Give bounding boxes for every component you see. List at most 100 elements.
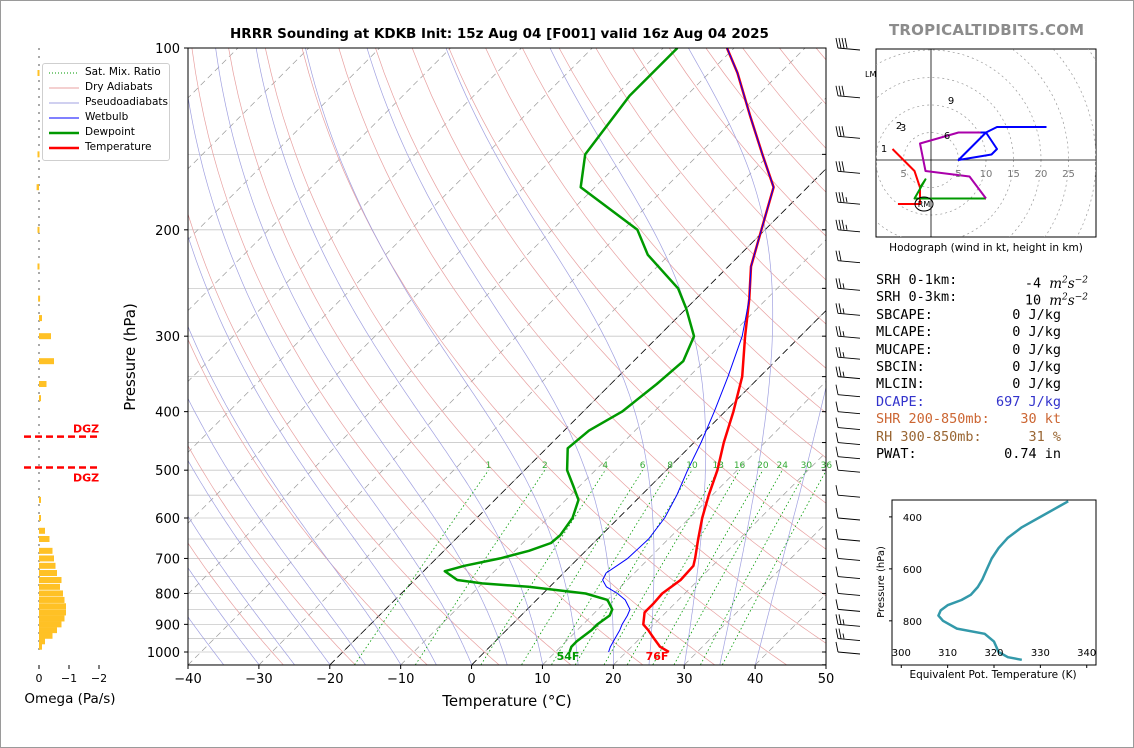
mixing-ratio-label: 2	[542, 461, 548, 471]
hodograph-segment	[913, 178, 986, 200]
mixing-ratio-line	[521, 469, 643, 665]
mixing-ratio-label: 16	[734, 461, 746, 471]
mixing-ratio-line	[551, 469, 671, 665]
stat-label: SBCAPE:	[876, 306, 933, 323]
mixing-ratio-label: 6	[640, 461, 646, 471]
stat-value: 697 J/kg	[995, 393, 1061, 410]
dry-adiabat	[485, 48, 826, 459]
pseudoadiabat	[445, 48, 655, 665]
omega-x-axis-label: Omega (Pa/s)	[24, 691, 115, 707]
wind-barb	[835, 507, 861, 521]
hodograph-ring-label: 20	[1035, 169, 1048, 180]
wind-barb	[835, 401, 861, 415]
pseudoadiabat	[754, 385, 826, 665]
omega-bar	[39, 609, 66, 616]
stat-label: SBCIN:	[876, 358, 925, 375]
mixing-ratio-label: 30	[801, 461, 813, 471]
hodograph-ring-label: 25	[1062, 169, 1075, 180]
stat-value: 0 J/kg	[1012, 358, 1061, 375]
isotherm	[683, 522, 826, 665]
isotherm-key	[329, 168, 826, 665]
stat-label: MLCIN:	[876, 376, 925, 393]
wind-barb	[835, 192, 861, 205]
legend: Sat. Mix. Ratio Dry Adiabats Pseudoadiab…	[42, 63, 170, 161]
stat-value: 10 m2s−2	[1024, 292, 1088, 309]
isotherm	[400, 239, 826, 665]
wind-barb	[835, 628, 861, 641]
omega-bar	[39, 638, 45, 645]
omega-bar	[39, 315, 42, 322]
omega-bar	[39, 333, 51, 340]
wind-barb	[835, 126, 861, 139]
omega-bar	[39, 570, 57, 577]
stat-value: 0 J/kg	[1012, 376, 1061, 393]
dry-adiabat	[188, 212, 500, 665]
mixing-ratio-line	[652, 469, 764, 665]
isotherm	[188, 48, 735, 595]
stat-value: 0.74 in	[1004, 445, 1061, 462]
mixing-ratio-line	[626, 469, 740, 665]
hodograph-caption: Hodograph (wind in kt, height in km)	[889, 242, 1083, 254]
dry-adiabat	[411, 48, 826, 550]
stat-unit: m2s−2	[1049, 292, 1088, 309]
omega-bar	[36, 184, 39, 191]
omega-bar	[39, 381, 47, 388]
dry-adiabat	[188, 542, 284, 665]
stat-row: MUCAPE: 0 J/kg	[876, 342, 1088, 359]
stat-row: SRH 0-1km: -4 m2s−2	[876, 272, 1088, 292]
wind-barb	[835, 641, 861, 655]
wind-barb	[835, 219, 861, 233]
omega-bar	[37, 263, 40, 270]
mixing-ratio-label: 8	[667, 461, 673, 471]
omega-bar	[39, 358, 54, 365]
omega-bar	[39, 632, 53, 639]
omega-bar	[39, 555, 54, 562]
wind-barb	[835, 417, 861, 430]
y-tick-label: 800	[155, 587, 180, 602]
stat-row: DCAPE: 697 J/kg	[876, 394, 1088, 411]
wind-barb	[835, 85, 861, 99]
wind-barb	[835, 326, 861, 339]
dry-adiabat	[188, 338, 428, 665]
hodograph-ring-label: 5	[900, 169, 906, 180]
dry-adiabat	[264, 48, 715, 665]
pseudoadiabat	[188, 397, 366, 665]
x-tick-label: −10	[387, 672, 414, 687]
brand-watermark: TROPICALTIDBITS.COM	[889, 21, 1085, 39]
theta-e-y-axis-label: Pressure (hPa)	[876, 546, 887, 618]
dry-adiabat	[228, 48, 643, 665]
stat-label: SRH 0-1km:	[876, 272, 958, 288]
hodograph-height-label: 2	[896, 121, 902, 132]
omega-bar	[39, 527, 45, 534]
y-tick-label: 400	[155, 406, 180, 421]
mixing-ratio-line	[574, 469, 693, 665]
isotherm	[188, 48, 806, 665]
dgz-label: DGZ	[73, 472, 99, 485]
y-tick-label: 1000	[147, 646, 180, 661]
omega-x-tick-label: −1	[61, 672, 77, 685]
wind-barb	[835, 432, 861, 445]
series-wetbulb	[602, 48, 775, 653]
x-tick-label: −30	[245, 672, 272, 687]
isotherm	[542, 380, 826, 665]
theta-e-y-tick-label: 600	[903, 565, 922, 576]
stat-row: MLCAPE: 0 J/kg	[876, 324, 1088, 341]
stat-row: RH 300-850mb: 31 %	[876, 429, 1088, 446]
pseudoadiabat	[188, 567, 260, 665]
y-tick-label: 100	[155, 42, 180, 57]
y-tick-label: 500	[155, 464, 180, 479]
chart-title: HRRR Sounding at KDKB Init: 15z Aug 04 […	[230, 26, 769, 42]
omega-bar	[39, 643, 42, 650]
x-tick-label: 50	[818, 672, 835, 687]
omega-x-tick-label: −2	[91, 672, 107, 685]
isotherm	[258, 97, 826, 665]
dry-adiabat	[448, 48, 826, 504]
pseudoadiabat	[305, 48, 579, 665]
dry-adiabat	[301, 48, 787, 665]
theta-e-y-tick-label: 800	[903, 617, 922, 628]
theta-e-profile	[937, 500, 1069, 662]
mixing-ratio-line	[700, 470, 807, 665]
pseudoadiabat	[188, 94, 473, 665]
stat-label: PWAT:	[876, 445, 917, 462]
series-dewpoint	[443, 48, 696, 653]
